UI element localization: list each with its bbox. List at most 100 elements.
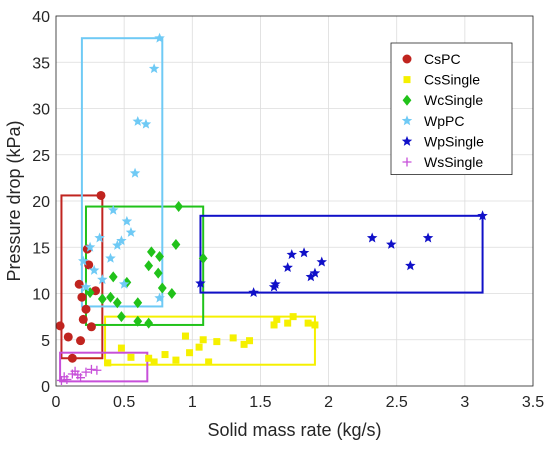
point-wcsingle: [157, 282, 167, 294]
point-cspc: [76, 336, 86, 346]
y-tick-labels: 0 5 10 15 20 25 30 35 40: [32, 9, 50, 396]
point-wppc: [129, 167, 141, 178]
point-wppc: [108, 204, 119, 215]
point-wpsingle: [422, 232, 434, 243]
point-wcsingle: [155, 251, 164, 262]
point-wpsingle: [405, 260, 416, 271]
y-axis-label: Pressure drop (kPa): [4, 120, 24, 281]
point-wcsingle: [144, 260, 154, 272]
legend-marker-wpsingle: [401, 135, 413, 146]
point-wppc: [140, 118, 152, 129]
x-tick-label: 2.5: [386, 394, 408, 411]
y-tick-label: 5: [41, 333, 50, 350]
point-wcsingle: [97, 293, 107, 305]
point-cssingle: [205, 358, 213, 366]
point-wcsingle: [174, 201, 184, 213]
point-cspc: [86, 322, 96, 332]
point-cssingle: [289, 313, 297, 321]
point-wpsingle: [195, 277, 206, 288]
point-wcsingle: [133, 315, 143, 327]
point-cssingle: [161, 351, 169, 359]
point-wpsingle: [477, 210, 488, 221]
point-cssingle: [104, 359, 112, 367]
point-cssingle: [195, 343, 203, 351]
point-wppc: [97, 274, 108, 285]
point-wppc: [132, 115, 143, 126]
range-box-wssingle: [59, 351, 149, 383]
point-wpsingle: [282, 262, 293, 273]
point-cspc: [78, 314, 88, 324]
point-wcsingle: [171, 238, 181, 250]
point-wcsingle: [147, 246, 156, 258]
point-wcsingle: [106, 291, 115, 303]
point-wppc: [80, 281, 92, 292]
legend-label-wcsingle: WcSingle: [424, 92, 483, 108]
range-box-wpsingle: [199, 214, 484, 294]
x-tick-label: 1.5: [249, 394, 271, 411]
point-cssingle: [246, 337, 254, 345]
point-wpsingle: [270, 278, 281, 289]
point-wssingle: [86, 364, 96, 374]
x-tick-label: 0.5: [113, 394, 135, 411]
point-wppc: [154, 292, 165, 303]
y-tick-label: 30: [32, 102, 50, 119]
legend-label-cssingle: CsSingle: [424, 72, 480, 88]
point-wcsingle: [133, 297, 143, 309]
legend-marker-cspc: [402, 54, 412, 64]
x-tick-label: 0: [52, 394, 61, 411]
point-cspc: [96, 190, 106, 200]
point-wcsingle: [167, 288, 177, 299]
legend-marker-wcsingle: [402, 94, 412, 106]
point-wcsingle: [112, 297, 122, 309]
x-tick-label: 1: [188, 394, 197, 411]
x-tick-label: 3.5: [522, 394, 544, 411]
point-cssingle: [117, 344, 125, 352]
point-wppc: [116, 235, 127, 246]
point-wcsingle: [153, 267, 163, 279]
x-axis-label: Solid mass rate (kg/s): [207, 420, 381, 440]
point-wcsingle: [144, 317, 154, 329]
point-cssingle: [240, 340, 248, 348]
point-wppc: [105, 252, 116, 263]
point-cssingle: [172, 356, 180, 364]
point-wpsingle: [366, 232, 378, 243]
point-wssingle: [76, 373, 86, 383]
point-wpsingle: [298, 247, 310, 258]
point-wppc: [121, 215, 133, 226]
point-cspc: [67, 353, 77, 363]
data-points: [55, 32, 488, 385]
point-cspc: [55, 321, 65, 331]
point-wpsingle: [386, 238, 397, 249]
y-tick-label: 25: [32, 148, 50, 165]
point-wppc: [84, 241, 96, 252]
legend-box: [390, 42, 513, 176]
legend-label-wpsingle: WpSingle: [424, 133, 484, 149]
point-wcsingle: [198, 252, 208, 264]
point-cspc: [84, 260, 94, 270]
point-cssingle: [181, 332, 189, 340]
point-wppc: [148, 63, 160, 74]
range-box-wppc: [80, 37, 164, 308]
legend: CsPC CsSingle WcSingle WpPC WpSingle WsSingle: [390, 42, 513, 176]
y-tick-label: 35: [32, 55, 50, 72]
point-cssingle: [273, 315, 281, 323]
legend-marker-wssingle: [402, 157, 412, 167]
point-cssingle: [150, 358, 158, 366]
legend-label-wssingle: WsSingle: [424, 154, 483, 170]
point-cspc: [81, 304, 91, 314]
point-cssingle: [213, 338, 221, 346]
point-wppc: [154, 32, 165, 43]
point-cssingle: [284, 319, 292, 327]
point-wcsingle: [117, 311, 126, 323]
point-wpsingle: [316, 256, 327, 267]
legend-label-cspc: CsPC: [424, 51, 461, 67]
point-cssingle: [304, 319, 312, 327]
x-tick-label: 2: [324, 394, 333, 411]
point-wssingle: [81, 367, 91, 377]
x-tick-label: 3: [460, 394, 469, 411]
point-wppc: [118, 278, 130, 289]
legend-marker-wppc: [401, 115, 413, 126]
point-cssingle: [199, 336, 207, 344]
y-tick-label: 40: [32, 9, 50, 26]
